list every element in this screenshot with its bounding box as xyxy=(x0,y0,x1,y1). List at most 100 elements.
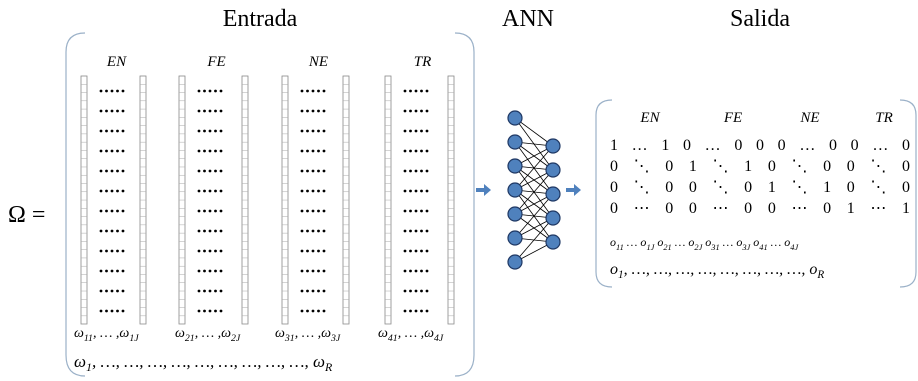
dot xyxy=(409,309,412,313)
output-title: Salida xyxy=(730,6,790,32)
dot xyxy=(197,269,201,273)
dot xyxy=(409,269,412,273)
dot xyxy=(208,229,212,233)
dot xyxy=(317,89,320,93)
ann-edge xyxy=(514,193,554,239)
dot xyxy=(420,129,423,133)
dot xyxy=(219,209,223,213)
dot xyxy=(110,129,114,133)
ann-node xyxy=(507,206,523,222)
dot xyxy=(306,289,309,293)
dot xyxy=(311,109,315,113)
subscript: 4J xyxy=(434,333,444,344)
dot xyxy=(300,269,304,273)
dot xyxy=(197,189,201,193)
dot xyxy=(99,229,103,233)
dot xyxy=(414,169,418,173)
dot xyxy=(214,229,217,233)
dot xyxy=(306,189,309,193)
dot xyxy=(203,209,206,213)
dot xyxy=(403,109,407,113)
dot xyxy=(214,129,217,133)
dot xyxy=(425,129,429,133)
output-group-header: FE xyxy=(723,110,742,126)
dot xyxy=(300,169,304,173)
dot xyxy=(121,269,125,273)
dot xyxy=(306,309,309,313)
dot xyxy=(317,189,320,193)
dot xyxy=(306,269,309,273)
dot xyxy=(403,169,407,173)
dot xyxy=(420,109,423,113)
input-title: Entrada xyxy=(223,6,298,32)
dot xyxy=(99,249,103,253)
dot xyxy=(110,149,114,153)
dot xyxy=(300,229,304,233)
dot xyxy=(403,269,407,273)
subscript: 2J xyxy=(231,333,241,344)
dot xyxy=(425,269,429,273)
dot xyxy=(203,169,206,173)
input-brace xyxy=(65,32,475,377)
dot xyxy=(208,209,212,213)
dot xyxy=(219,309,223,313)
ann-node xyxy=(507,134,523,150)
dot xyxy=(105,229,108,233)
dot xyxy=(414,129,418,133)
dot xyxy=(403,289,407,293)
dot xyxy=(219,249,223,253)
dot xyxy=(311,229,315,233)
dot xyxy=(317,309,320,313)
dot xyxy=(219,109,223,113)
dot xyxy=(99,209,103,213)
dot xyxy=(110,89,114,93)
dot xyxy=(219,229,223,233)
dot xyxy=(409,229,412,233)
dot xyxy=(214,309,217,313)
dot xyxy=(420,169,423,173)
dot xyxy=(99,149,103,153)
dot xyxy=(322,229,326,233)
dot xyxy=(208,289,212,293)
dot xyxy=(414,249,418,253)
dot xyxy=(99,109,103,113)
label-part: o xyxy=(702,235,711,249)
dot xyxy=(425,229,429,233)
dot xyxy=(409,189,412,193)
subscript: 3J xyxy=(741,243,751,252)
dot xyxy=(414,189,418,193)
subscript: R xyxy=(324,360,333,374)
dot xyxy=(110,309,114,313)
dot xyxy=(197,109,201,113)
dot xyxy=(219,169,223,173)
label-part: ω xyxy=(378,326,388,341)
dot xyxy=(311,309,315,313)
label-part: o xyxy=(610,235,616,249)
dot xyxy=(105,249,108,253)
output-group-header: EN xyxy=(639,110,660,126)
dot xyxy=(105,209,108,213)
dot xyxy=(414,289,418,293)
dot xyxy=(403,249,407,253)
dot xyxy=(300,309,304,313)
dot xyxy=(317,269,320,273)
dot xyxy=(311,129,315,133)
dot xyxy=(403,229,407,233)
dot xyxy=(105,269,108,273)
label-part: … o xyxy=(672,235,695,249)
dot xyxy=(208,149,212,153)
input-group-label: ω21, … ,ω2J xyxy=(175,326,241,344)
label-part: o xyxy=(654,235,663,249)
dot xyxy=(219,269,223,273)
dot xyxy=(403,129,407,133)
dot xyxy=(403,149,407,153)
dot xyxy=(99,169,103,173)
dot xyxy=(420,229,423,233)
dot xyxy=(300,89,304,93)
input-group-header: FE xyxy=(206,54,225,70)
dot xyxy=(99,129,103,133)
subscript: 31 xyxy=(710,243,719,252)
dot xyxy=(197,129,201,133)
label-part: … o xyxy=(768,235,791,249)
ann-node xyxy=(507,158,523,174)
